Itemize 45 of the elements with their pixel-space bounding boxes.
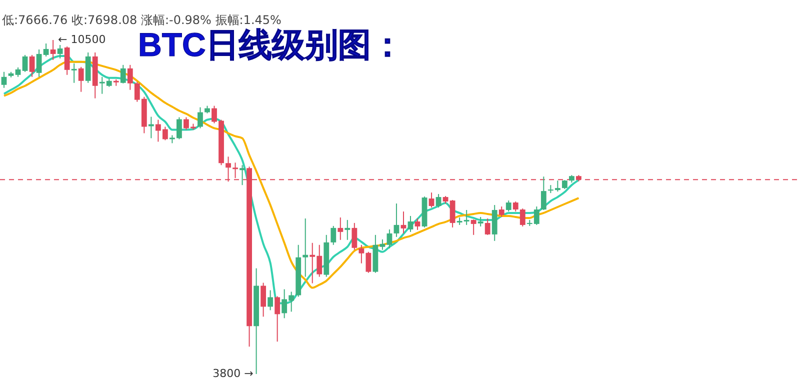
candlestick bbox=[344, 219, 350, 240]
candlestick bbox=[386, 228, 392, 249]
candlestick bbox=[436, 194, 442, 208]
annotation: ← 10500 bbox=[58, 33, 106, 46]
candlestick bbox=[127, 64, 133, 90]
candlestick bbox=[400, 210, 406, 234]
candlestick bbox=[394, 203, 400, 238]
candlestick bbox=[50, 40, 56, 60]
candlestick bbox=[148, 116, 154, 139]
candlestick bbox=[498, 206, 504, 218]
candlestick bbox=[22, 54, 28, 72]
candlestick bbox=[408, 215, 414, 232]
candlestick bbox=[414, 218, 420, 230]
candlestick bbox=[478, 216, 484, 227]
text: 低:7666.76 收:7698.08 涨幅:-0.98% 振幅:1.45% bbox=[2, 13, 282, 27]
candlestick bbox=[120, 64, 126, 84]
candlestick bbox=[1, 71, 7, 88]
candlestick bbox=[198, 106, 203, 129]
candlestick bbox=[450, 200, 456, 228]
candlestick bbox=[78, 66, 84, 92]
candlestick bbox=[64, 46, 70, 76]
annotation: 3800 → bbox=[212, 367, 254, 380]
candlestick bbox=[380, 238, 386, 250]
candlestick bbox=[240, 164, 245, 186]
candlestick bbox=[268, 290, 274, 311]
candlestick bbox=[302, 218, 308, 278]
candlestick bbox=[428, 192, 434, 208]
candlestick bbox=[29, 54, 35, 78]
candlestick bbox=[540, 176, 546, 210]
candlestick bbox=[520, 208, 526, 227]
candlestick bbox=[330, 225, 336, 246]
chart-title: BTC日线级别图： bbox=[138, 26, 404, 63]
candlestick bbox=[512, 201, 518, 212]
candlestick bbox=[274, 296, 280, 342]
candlestick bbox=[57, 44, 63, 59]
candlestick bbox=[43, 42, 49, 57]
candlestick bbox=[352, 222, 358, 250]
candlestick bbox=[71, 62, 77, 84]
candlestick bbox=[36, 48, 42, 78]
candlestick bbox=[15, 66, 21, 78]
candlestick bbox=[338, 216, 344, 240]
candlestick bbox=[506, 200, 512, 212]
candlestick bbox=[484, 218, 490, 236]
candlestick bbox=[260, 282, 266, 318]
candlestick bbox=[470, 218, 476, 236]
